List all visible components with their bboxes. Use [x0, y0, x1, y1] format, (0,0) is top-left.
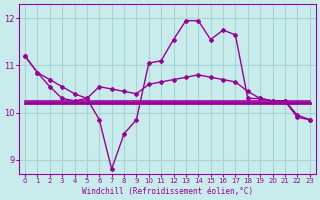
X-axis label: Windchill (Refroidissement éolien,°C): Windchill (Refroidissement éolien,°C) [82, 187, 253, 196]
